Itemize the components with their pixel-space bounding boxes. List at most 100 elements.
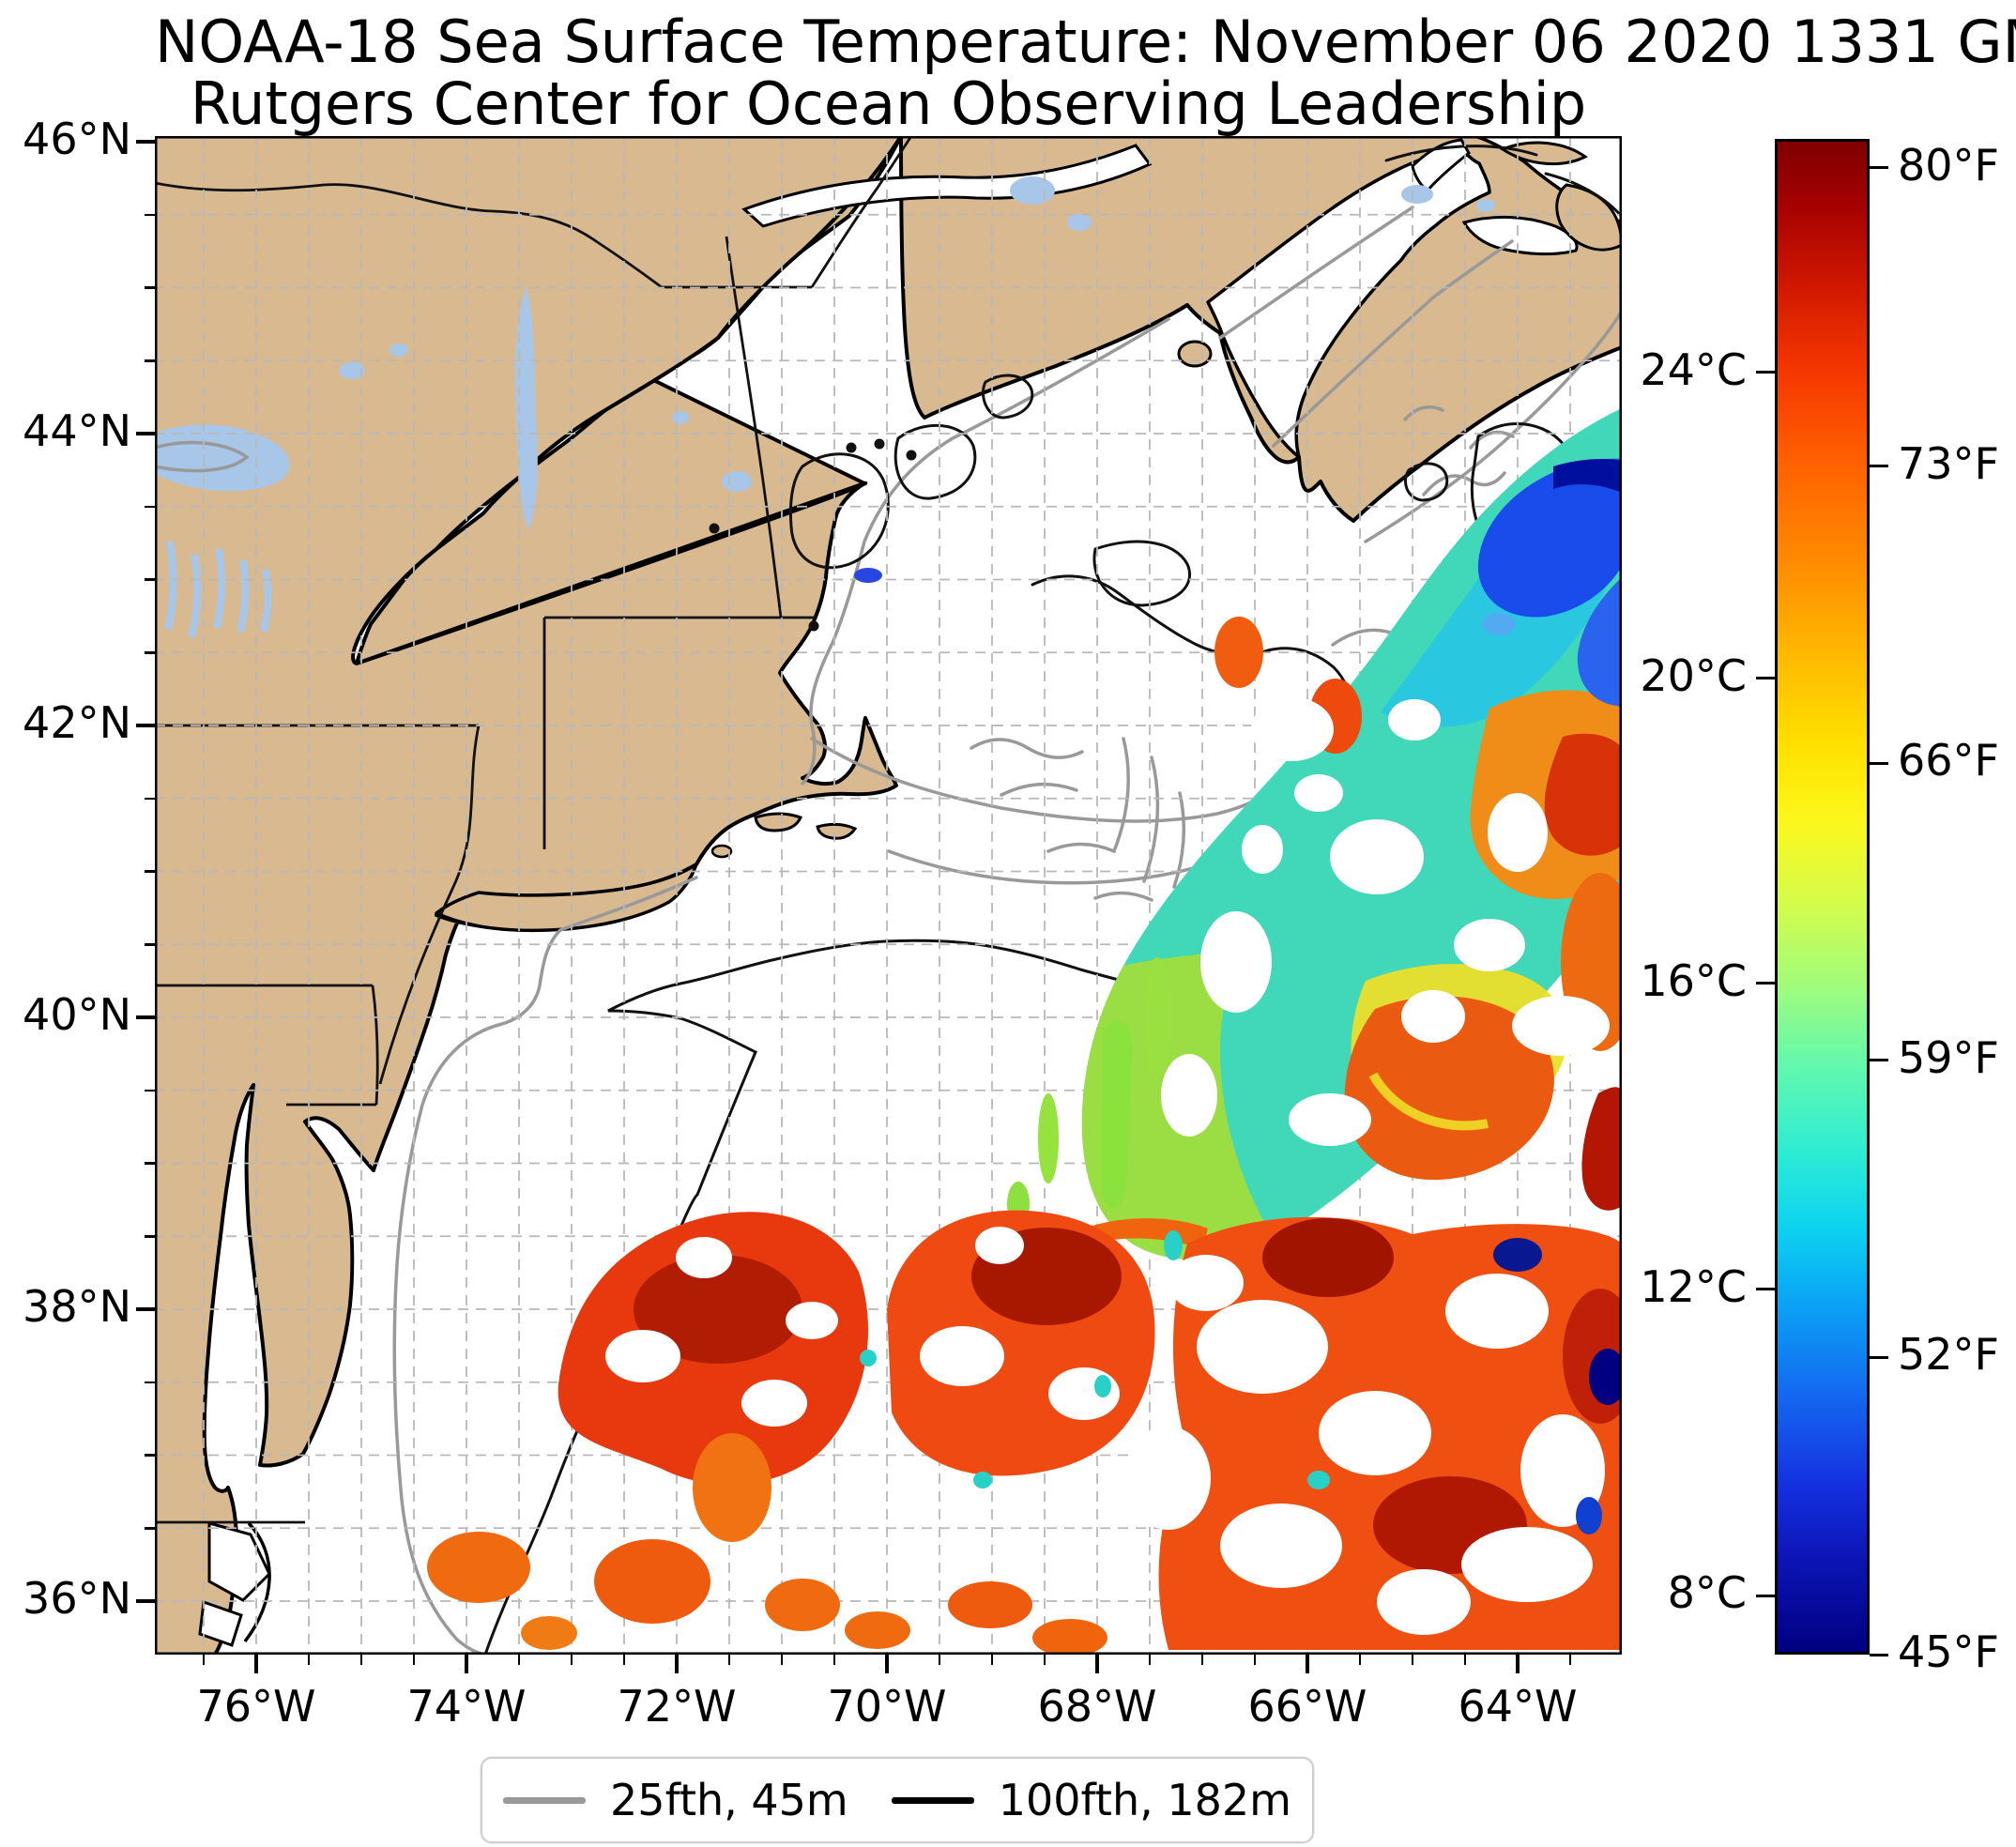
colorbar-label-c: 24°C — [1640, 343, 1747, 395]
small-lakes — [339, 176, 1495, 492]
lat-tick-label: 44°N — [23, 405, 131, 456]
lon-tick-label: 68°W — [1037, 1681, 1157, 1732]
lat-tick-label: 46°N — [23, 114, 131, 164]
lon-tick — [1095, 1655, 1099, 1673]
lon-tick — [254, 1655, 258, 1673]
lon-tick — [1253, 1655, 1257, 1665]
lon-tick — [675, 1655, 679, 1673]
island-grand-manan — [1177, 340, 1213, 368]
colorbar-tick-c — [1756, 982, 1775, 985]
colorbar — [1775, 139, 1870, 1655]
colorbar-label-f: 73°F — [1898, 437, 1999, 489]
lon-tick-label: 64°W — [1458, 1681, 1578, 1732]
lon-tick — [1463, 1655, 1467, 1665]
colorbar-label-f: 80°F — [1898, 139, 1999, 191]
lon-tick — [990, 1655, 994, 1665]
map-subtitle: Rutgers Center for Ocean Observing Leade… — [190, 69, 1587, 138]
island-marthas-vineyard — [754, 812, 803, 832]
map-title: NOAA-18 Sea Surface Temperature: Novembe… — [155, 8, 2016, 76]
contour-182m-swatch — [891, 1796, 974, 1804]
lon-tick — [517, 1655, 521, 1665]
lat-tick — [145, 213, 155, 216]
lat-tick — [145, 797, 155, 800]
legend-item-182m: 100fth, 182m — [891, 1775, 1291, 1825]
lon-tick — [307, 1655, 311, 1665]
map-canvas — [155, 136, 1622, 1655]
lat-tick — [145, 1162, 155, 1165]
lake-champlain — [514, 286, 538, 530]
colorbar-tick-f — [1870, 1355, 1888, 1359]
legend-item-45m: 25fth, 45m — [503, 1775, 848, 1825]
colorbar-label-c: 12°C — [1640, 1260, 1747, 1312]
lat-tick — [145, 943, 155, 946]
lat-tick — [145, 578, 155, 581]
lon-tick-label: 72°W — [617, 1681, 737, 1732]
colorbar-tick-f — [1870, 1653, 1888, 1656]
island-nantucket — [816, 822, 858, 840]
minas-basin — [1461, 215, 1579, 256]
lat-tick — [136, 1015, 155, 1019]
colorbar-tick-c — [1756, 1594, 1775, 1597]
colorbar-tick-c — [1756, 677, 1775, 680]
lat-tick — [145, 1089, 155, 1091]
lat-tick — [145, 870, 155, 873]
lat-tick — [136, 724, 155, 727]
lon-tick — [465, 1655, 468, 1673]
colorbar-label-c: 20°C — [1640, 649, 1747, 701]
lon-tick — [412, 1655, 416, 1665]
lon-tick — [359, 1655, 363, 1665]
lat-tick — [136, 432, 155, 435]
lon-tick — [570, 1655, 573, 1665]
lon-tick-label: 76°W — [196, 1681, 316, 1732]
lon-tick — [1411, 1655, 1414, 1665]
lon-tick — [202, 1655, 206, 1665]
lat-tick — [145, 505, 155, 508]
bay-of-fundy — [1206, 145, 1491, 459]
lon-tick — [1516, 1655, 1520, 1673]
sst-field — [427, 408, 1622, 1655]
legend: 25fth, 45m 100fth, 182m — [481, 1757, 1314, 1843]
nc-outer-banks — [243, 1521, 271, 1643]
lon-tick — [885, 1655, 889, 1673]
colorbar-tick-f — [1870, 1059, 1888, 1062]
colorbar-label-f: 66°F — [1898, 735, 1999, 786]
lon-tick-label: 70°W — [827, 1681, 947, 1732]
lat-tick — [136, 140, 155, 144]
lat-tick — [145, 651, 155, 654]
lake-ontario-contour — [155, 440, 250, 473]
colorbar-tick-f — [1870, 166, 1888, 170]
colorbar-tick-f — [1870, 465, 1888, 468]
contour-45m-swatch — [503, 1796, 587, 1804]
lat-tick-label: 40°N — [23, 989, 131, 1040]
lon-tick — [938, 1655, 941, 1665]
colorbar-tick-f — [1870, 761, 1888, 765]
colorbar-label-f: 52°F — [1898, 1329, 1999, 1381]
lon-tick-label: 74°W — [406, 1681, 527, 1732]
island-pei — [1499, 141, 1588, 166]
sst-map — [155, 136, 1622, 1655]
lat-tick — [145, 1381, 155, 1383]
colorbar-tick-c — [1756, 1288, 1775, 1291]
lat-tick — [145, 359, 155, 362]
lat-tick-label: 36°N — [23, 1573, 131, 1624]
lon-tick — [832, 1655, 836, 1665]
legend-label-182m: 100fth, 182m — [998, 1775, 1291, 1825]
legend-label-45m: 25fth, 45m — [610, 1775, 848, 1825]
colorbar-label-c: 8°C — [1667, 1567, 1747, 1618]
colorbar-label-f: 45°F — [1898, 1626, 1999, 1677]
lon-tick — [1358, 1655, 1362, 1665]
cold-specks — [860, 1230, 1622, 1534]
lat-tick — [136, 1307, 155, 1311]
lon-tick — [1200, 1655, 1204, 1665]
lon-tick — [1306, 1655, 1309, 1673]
lat-tick-label: 38°N — [23, 1281, 131, 1332]
lon-tick — [1148, 1655, 1152, 1665]
lon-tick — [1043, 1655, 1046, 1665]
land-long-island — [435, 862, 698, 933]
lat-tick — [145, 1454, 155, 1457]
lon-tick — [622, 1655, 626, 1665]
nc-sound-2 — [198, 1599, 243, 1647]
lat-tick — [145, 286, 155, 289]
lat-tick — [145, 1235, 155, 1238]
